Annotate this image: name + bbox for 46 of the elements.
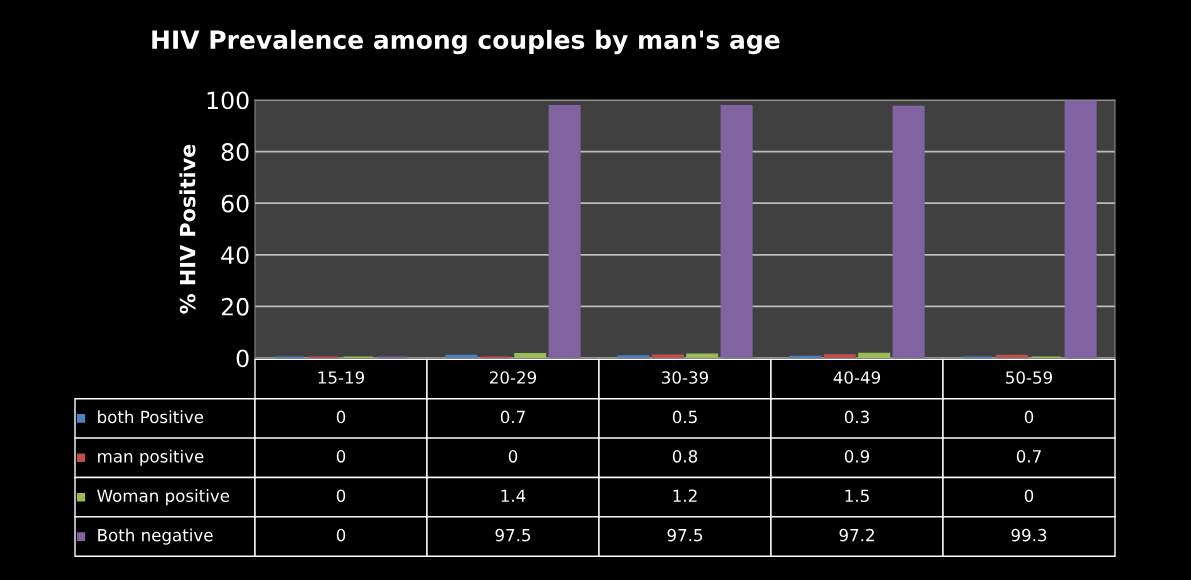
bar: [892, 105, 925, 358]
bar: [1064, 100, 1097, 358]
bar: [686, 353, 719, 358]
data-label: 0: [336, 410, 346, 424]
data-label: 0: [1024, 489, 1034, 503]
data-label: 1.5: [845, 489, 869, 503]
bar: [720, 105, 753, 358]
legend-label: Woman positive: [97, 489, 230, 506]
data-label: 97.5: [667, 528, 703, 542]
bar: [823, 354, 856, 358]
legend-label: Both negative: [98, 528, 213, 545]
data-label: 97.2: [839, 528, 874, 542]
data-label: 1.2: [673, 489, 697, 502]
bar: [651, 354, 684, 358]
chart-title: HIV Prevalence among couples by man's age: [152, 29, 780, 55]
y-tick-label: 80: [221, 143, 249, 161]
y-tick-label: 0: [236, 349, 249, 368]
y-tick-label: 40: [221, 246, 249, 265]
data-label: 99.3: [1011, 528, 1047, 542]
x-tick-label: 50-59: [1006, 371, 1053, 384]
x-tick-label: 20-29: [490, 371, 537, 384]
data-label: 0: [336, 450, 346, 463]
y-tick-label: 60: [221, 194, 249, 213]
y-tick-label: 100: [207, 91, 249, 110]
data-label: 0.7: [1016, 450, 1041, 463]
data-label: 0: [336, 489, 346, 503]
bar: [514, 353, 547, 358]
x-tick-label: 30-39: [662, 371, 709, 384]
data-label: 0: [1024, 410, 1034, 424]
y-axis-title: % HIV Positive: [179, 144, 196, 314]
data-label: 97.5: [495, 528, 531, 542]
data-label: 0: [508, 450, 518, 463]
data-label: 0.8: [672, 450, 698, 463]
legend-label: both Positive: [98, 410, 204, 424]
data-label: 0.3: [844, 410, 869, 424]
y-tick-label: 20: [221, 297, 249, 316]
x-tick-label: 15-19: [318, 371, 365, 384]
bar: [548, 105, 581, 358]
data-label: 0.9: [844, 450, 870, 463]
bar: [858, 352, 891, 358]
data-label: 1.4: [501, 489, 526, 502]
data-label: 0.7: [500, 410, 525, 424]
data-label: 0.5: [672, 410, 697, 424]
legend-label: man positive: [98, 449, 204, 466]
x-tick-label: 40-49: [833, 371, 881, 384]
data-label: 0: [336, 528, 346, 542]
